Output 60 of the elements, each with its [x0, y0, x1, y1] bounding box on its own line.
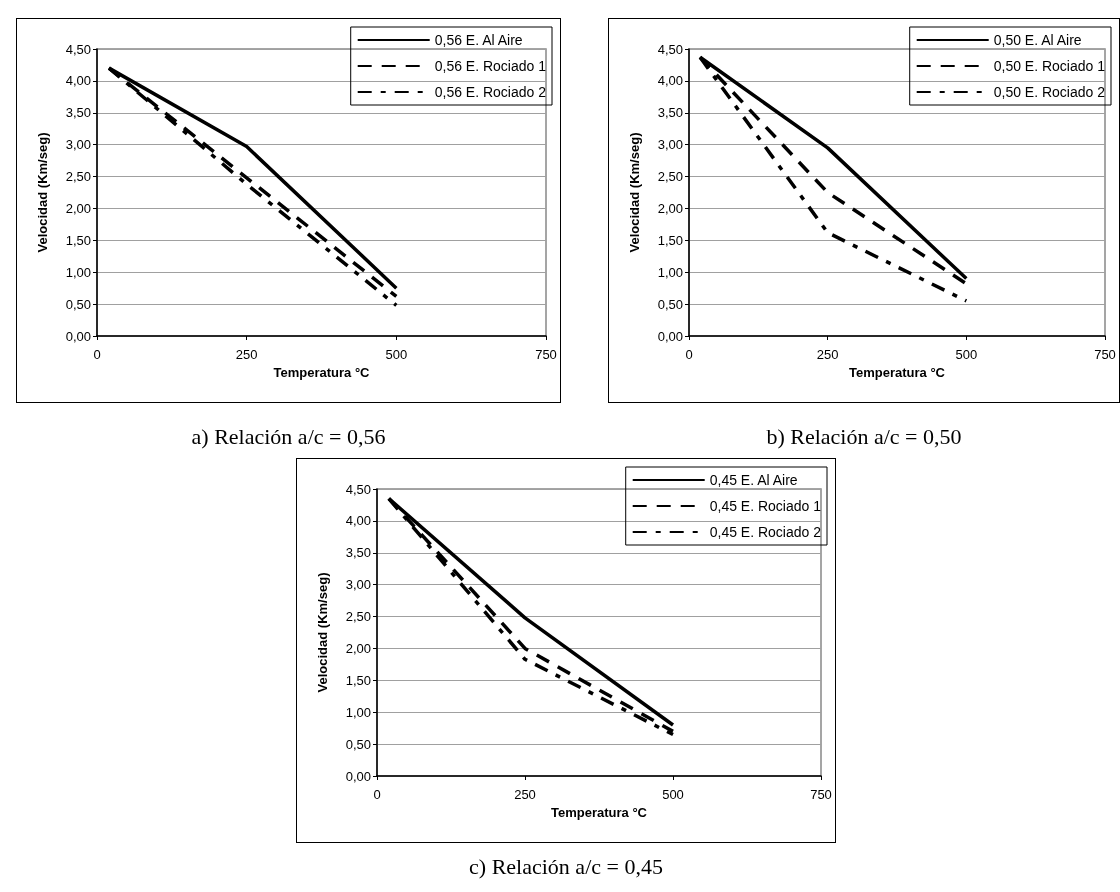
y-tick-label: 0,50: [657, 296, 683, 312]
text: 0,45 E. Al Aire: [709, 472, 798, 488]
x-tick-label: 750: [535, 347, 557, 362]
text: 0,56 E. Al Aire: [434, 32, 523, 48]
y-axis-title: Velocidad (Km/seg): [627, 132, 642, 253]
x-tick-label: 500: [955, 347, 978, 362]
y-tick-label: 1,50: [65, 232, 91, 248]
y-tick-label: 1,50: [345, 672, 371, 688]
y-tick-label: 2,50: [657, 169, 683, 185]
y-tick-label: 2,00: [657, 200, 683, 216]
y-tick-label: 3,50: [345, 545, 371, 561]
x-tick-label: 750: [810, 787, 832, 802]
y-tick-label: 3,00: [657, 137, 683, 153]
x-tick-label: 250: [235, 347, 258, 362]
y-tick-label: 2,50: [345, 609, 371, 625]
y-tick-label: 1,50: [657, 232, 683, 248]
text: b) Relación a/c = 0,50: [765, 424, 963, 450]
text: 0,50 E. Rociado 1: [993, 58, 1106, 74]
x-tick-label: 0: [373, 787, 381, 802]
y-tick-label: 2,00: [65, 200, 91, 216]
x-axis-title: Temperatura °C: [273, 365, 371, 380]
x-tick-label: 250: [816, 347, 839, 362]
y-tick-label: 0,00: [65, 328, 91, 344]
y-tick-label: 0,00: [345, 768, 371, 784]
y-tick-label: 0,50: [345, 736, 371, 752]
x-tick-label: 500: [662, 787, 684, 802]
y-tick-label: 3,50: [657, 105, 683, 121]
y-axis-title: Velocidad (Km/seg): [35, 132, 50, 253]
x-tick-label: 250: [514, 787, 536, 802]
text: 0,50 E. Rociado 2: [993, 84, 1106, 100]
y-tick-label: 4,50: [657, 41, 683, 57]
y-tick-label: 1,00: [65, 264, 91, 280]
text: 0,56 E. Rociado 1: [434, 58, 547, 74]
text: 0,50 E. Al Aire: [993, 32, 1082, 48]
text: a) Relación a/c = 0,56: [190, 424, 387, 450]
y-tick-label: 2,00: [345, 640, 371, 656]
y-tick-label: 4,00: [345, 513, 371, 529]
x-tick-label: 500: [385, 347, 408, 362]
text: 0,45 E. Rociado 1: [709, 498, 822, 514]
y-axis-title: Velocidad (Km/seg): [315, 572, 330, 693]
x-tick-label: 750: [1094, 347, 1116, 362]
y-tick-label: 1,00: [657, 264, 683, 280]
y-tick-label: 3,00: [345, 577, 371, 593]
y-tick-label: 4,50: [345, 481, 371, 497]
y-tick-label: 1,00: [345, 704, 371, 720]
y-tick-label: 3,50: [65, 105, 91, 121]
y-tick-label: 4,00: [65, 73, 91, 89]
x-tick-label: 0: [93, 347, 101, 362]
y-tick-label: 2,50: [65, 169, 91, 185]
text: 0,45 E. Rociado 2: [709, 524, 822, 540]
y-tick-label: 3,00: [65, 137, 91, 153]
x-tick-label: 0: [685, 347, 693, 362]
y-tick-label: 0,50: [65, 296, 91, 312]
y-tick-label: 4,50: [65, 41, 91, 57]
text: c) Relación a/c = 0,45: [468, 854, 664, 880]
y-tick-label: 0,00: [657, 328, 683, 344]
x-axis-title: Temperatura °C: [849, 365, 946, 380]
x-axis-title: Temperatura °C: [551, 805, 648, 820]
y-tick-label: 4,00: [657, 73, 683, 89]
text: 0,56 E. Rociado 2: [434, 84, 547, 100]
